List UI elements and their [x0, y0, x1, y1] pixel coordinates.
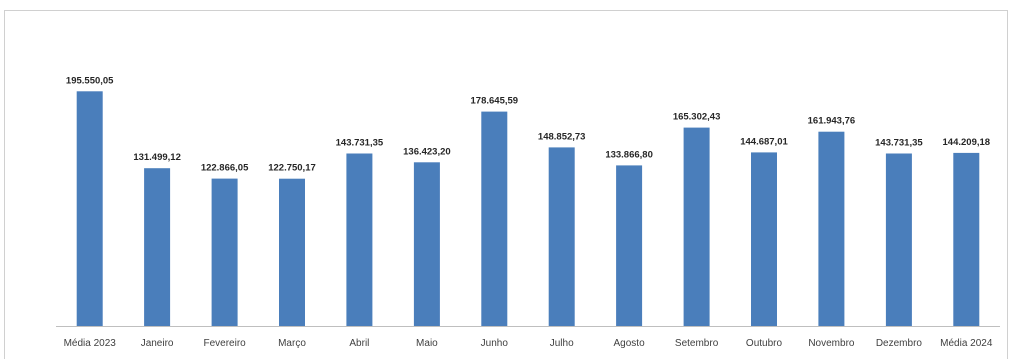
- value-labels-layer: 195.550,05 131.499,12 122.866,05 122.750,17…: [66, 75, 990, 173]
- data-label-2: 122.866,05: [201, 163, 249, 174]
- x-tick-label-10: Outubro: [746, 338, 783, 349]
- data-label-7: 148.852,73: [538, 131, 586, 142]
- bar-0: [76, 91, 103, 326]
- x-tick-label-8: Agosto: [614, 338, 646, 349]
- x-tick-label-5: Maio: [416, 338, 438, 349]
- data-label-6: 178.645,59: [471, 96, 519, 107]
- bar-3: [279, 178, 305, 326]
- x-tick-label-2: Fevereiro: [203, 338, 246, 349]
- x-tick-label-11: Novembro: [808, 338, 855, 349]
- x-tick-label-6: Junho: [481, 338, 509, 349]
- x-tick-label-12: Dezembro: [876, 338, 923, 349]
- bar-11: [818, 131, 845, 326]
- bar-8: [616, 165, 643, 326]
- data-label-10: 144.687,01: [740, 136, 788, 147]
- data-label-12: 143.731,35: [875, 138, 923, 149]
- bar-5: [413, 162, 440, 326]
- x-tick-label-9: Setembro: [675, 338, 719, 349]
- bar-12: [885, 153, 912, 326]
- x-tick-label-0: Média 2023: [64, 338, 117, 349]
- bar-1: [144, 168, 171, 326]
- bars-layer: [76, 91, 980, 326]
- bar-7: [548, 147, 575, 326]
- data-label-5: 136.423,20: [403, 146, 451, 157]
- data-label-3: 122.750,17: [268, 163, 316, 174]
- data-label-9: 165.302,43: [673, 112, 721, 123]
- x-tick-label-1: Janeiro: [141, 338, 174, 349]
- x-tick-label-4: Abril: [349, 338, 369, 349]
- x-tick-label-3: Março: [278, 338, 306, 349]
- bar-10: [751, 152, 777, 326]
- data-label-11: 161.943,76: [808, 116, 856, 127]
- data-label-4: 143.731,35: [336, 138, 384, 149]
- bar-13: [953, 152, 980, 326]
- bar-6: [481, 111, 508, 326]
- bar-9: [683, 127, 710, 326]
- bar-2: [211, 178, 238, 326]
- data-label-1: 131.499,12: [133, 152, 181, 163]
- data-label-0: 195.550,05: [66, 75, 114, 86]
- x-tick-labels-layer: Média 2023 Janeiro Fevereiro Março Abril Maio…: [64, 338, 993, 349]
- data-label-13: 144.209,18: [943, 137, 991, 148]
- x-tick-label-13: Média 2024: [940, 338, 993, 349]
- bar-4: [346, 153, 373, 326]
- data-label-8: 133.866,80: [605, 149, 653, 160]
- x-tick-label-7: Julho: [550, 338, 574, 349]
